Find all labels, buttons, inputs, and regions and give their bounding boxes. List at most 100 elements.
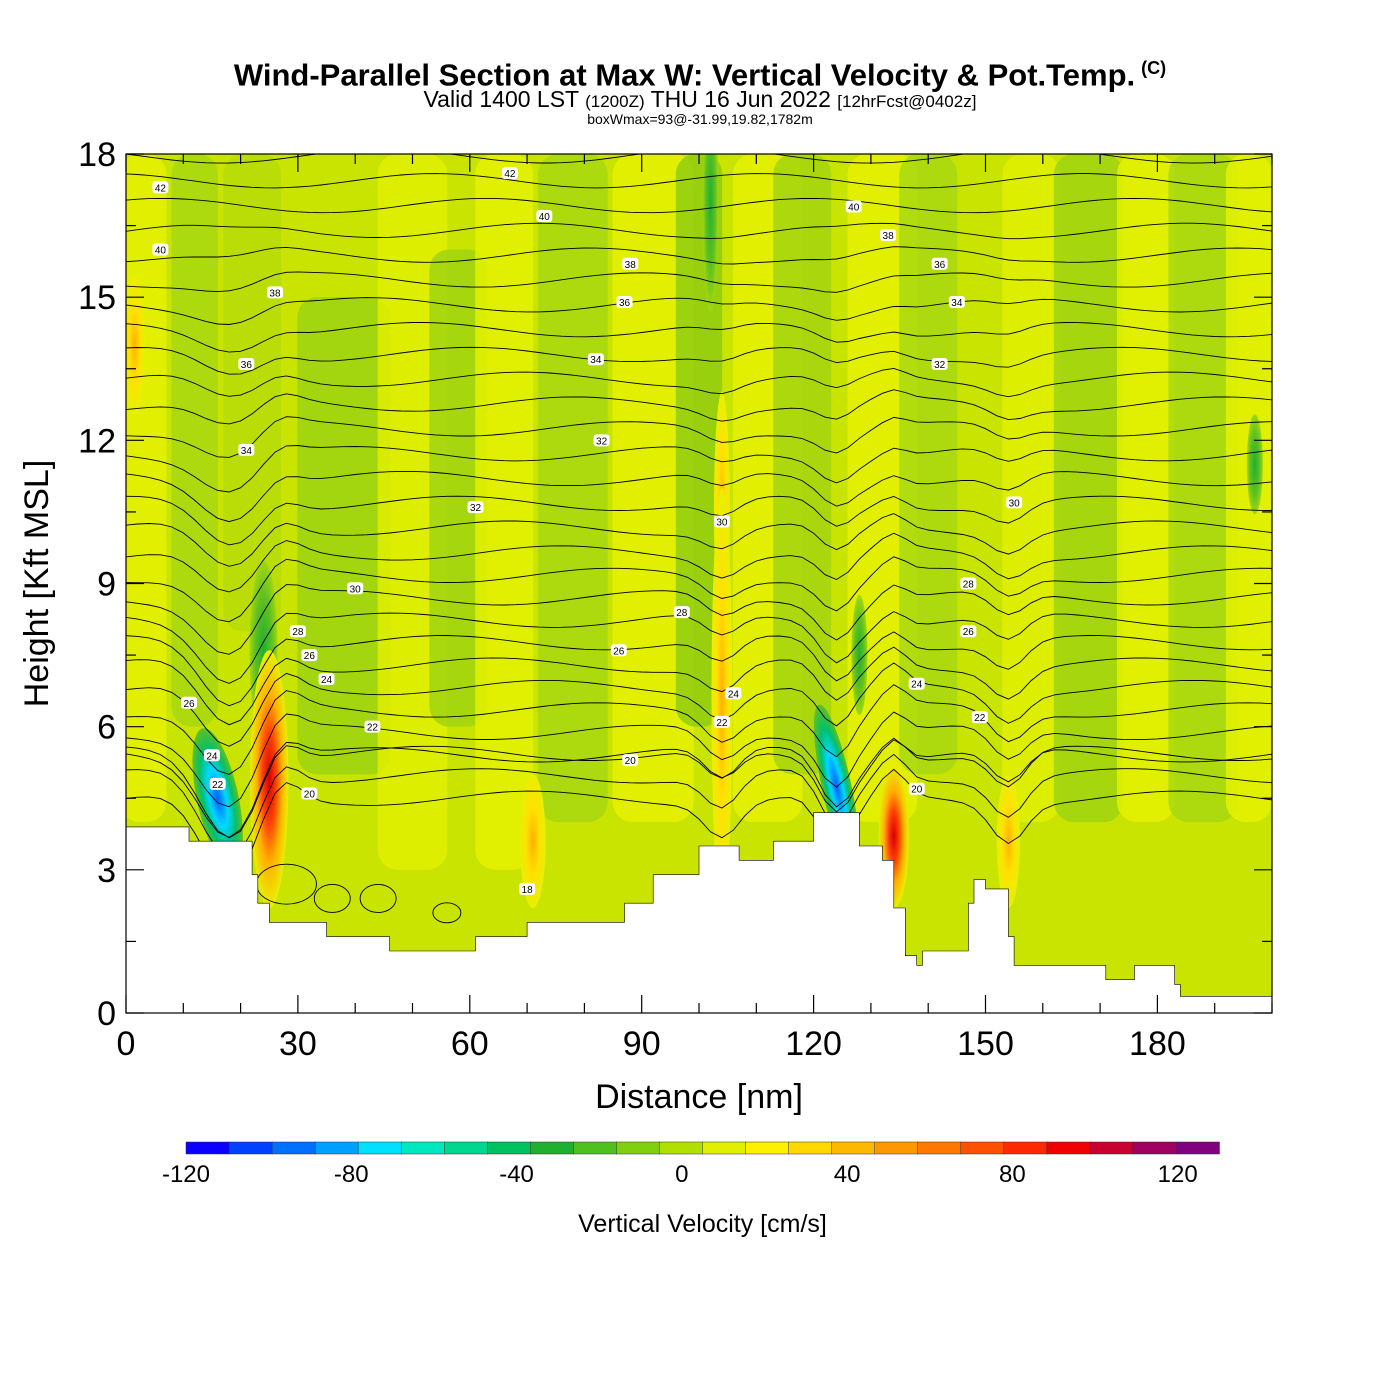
velocity-feature [851, 595, 868, 716]
colorbar-swatch [1132, 1141, 1177, 1155]
isentrope-label-text: 34 [241, 446, 253, 457]
colorbar-swatch [487, 1141, 532, 1155]
isentrope-label: 24 [908, 677, 925, 691]
colorbar-tick-label: -40 [499, 1161, 534, 1188]
isentrope-line [126, 246, 1272, 265]
chart-title: Wind-Parallel Section at Max W: Vertical… [233, 57, 1167, 93]
valid-date: THU 16 Jun 2022 [650, 86, 831, 112]
colorbar-label: Vertical Velocity [cm/s] [578, 1210, 827, 1238]
isentrope-label-text: 26 [613, 646, 625, 657]
isentrope-line [126, 445, 1272, 493]
colorbar-swatch [616, 1141, 661, 1155]
isentrope-label: 24 [725, 687, 742, 700]
colorbar-swatch [1175, 1141, 1220, 1155]
isentrope-label-text: 24 [206, 751, 218, 762]
isentrope-line [126, 271, 1272, 293]
isentrope-label-text: 20 [304, 789, 316, 800]
colorbar-tick-label: 80 [999, 1161, 1026, 1188]
velocity-streak [1116, 154, 1175, 823]
colorbar-swatch [788, 1141, 833, 1155]
colorbar-swatch [530, 1141, 575, 1155]
isentrope-label: 30 [713, 515, 730, 528]
isentrope-line [126, 753, 1272, 858]
colorbar-swatch [745, 1141, 790, 1155]
isentrope-label-text: 30 [716, 517, 728, 528]
isentrope-label-text: 40 [539, 212, 551, 223]
isentrope-line [126, 322, 1272, 353]
isentrope-label-text: 26 [183, 699, 195, 710]
colorbar-swatch [831, 1141, 876, 1155]
y-tick-label: 9 [97, 566, 116, 604]
colorbar-tick-label: -80 [334, 1161, 369, 1188]
valid-prefix: Valid 1400 LST [423, 86, 579, 112]
updraft-core [711, 488, 733, 909]
isentrope-label: 20 [908, 782, 925, 796]
x-tick-label: 180 [1129, 1025, 1186, 1063]
isentrope-label-text: 42 [504, 169, 516, 180]
updraft-core [996, 774, 1021, 909]
isentrope-label: 26 [610, 644, 627, 657]
isentrope-label-text: 30 [350, 584, 362, 595]
isentrope-contours [126, 124, 1272, 878]
colorbar-swatch [271, 1141, 316, 1155]
isentrope-label: 22 [364, 720, 381, 734]
colorbar-tick-label: 40 [834, 1161, 861, 1188]
isentrope-label: 26 [181, 696, 198, 710]
colorbar-swatch [917, 1141, 962, 1155]
isentrope-label: 24 [318, 672, 335, 686]
colorbar-swatch [659, 1141, 704, 1155]
isentrope-label-text: 22 [716, 718, 728, 729]
isentrope-line [126, 611, 1272, 684]
y-tick-label: 6 [97, 709, 116, 747]
isentrope-label-text: 38 [883, 231, 895, 242]
isentrope-line [126, 513, 1272, 567]
velocity-streak [1053, 154, 1124, 823]
y-tick-label: 15 [78, 279, 116, 317]
x-axis: 0 30 60 90 120 150 180 Distance [nm] [117, 154, 1273, 1116]
isentrope-label: 22 [971, 711, 988, 724]
updraft-core [250, 650, 289, 909]
isentrope-line [126, 197, 1272, 214]
isentrope-label: 40 [536, 210, 553, 223]
low-level-contour [313, 884, 351, 913]
velocity-streak [612, 154, 694, 823]
isentrope-label: 32 [593, 434, 610, 447]
velocity-feature [702, 154, 719, 312]
colorbar-tick-label: 0 [675, 1161, 688, 1188]
isentrope-line [126, 662, 1272, 747]
velocity-feature [1246, 414, 1263, 515]
x-tick-label: 30 [279, 1025, 317, 1063]
y-tick-label: 18 [78, 136, 116, 174]
isentrope-line [126, 346, 1272, 375]
isentrope-label-text: 42 [155, 183, 167, 194]
y-tick-label: 0 [97, 995, 116, 1033]
isentrope-label: 40 [845, 200, 862, 213]
isentrope-label-text: 26 [304, 651, 316, 662]
forecast-info: [12hrFcst@0402z] [837, 92, 977, 111]
velocity-streak [429, 249, 488, 727]
isentrope-label-text: 32 [470, 503, 482, 514]
isentrope-line [126, 470, 1272, 523]
isentrope-label-text: 32 [934, 360, 946, 371]
y-tick-label: 12 [78, 422, 116, 460]
isentrope-label-text: 22 [212, 780, 224, 791]
colorbar-swatch [314, 1141, 359, 1155]
isentrope-line [126, 222, 1272, 240]
isentrope-label: 38 [880, 229, 897, 242]
isentrope-label-text: 18 [522, 885, 534, 896]
colorbar-swatch [1046, 1141, 1091, 1155]
isentrope-line [126, 124, 1272, 138]
colorbar-swatch [228, 1141, 273, 1155]
colorbar-swatch [573, 1141, 618, 1155]
colorbar-swatch [185, 1141, 230, 1155]
isentrope-label: 28 [960, 577, 977, 591]
velocity-streak [899, 154, 958, 775]
valid-utc: (1200Z) [585, 92, 645, 111]
boxwmax-info: boxWmax=93@-31.99,19.82,1782m [587, 111, 813, 127]
isentrope-line [126, 389, 1272, 425]
colorbar-swatch [444, 1141, 489, 1155]
x-tick-label: 0 [117, 1025, 136, 1063]
isentrope-label: 34 [238, 443, 255, 457]
